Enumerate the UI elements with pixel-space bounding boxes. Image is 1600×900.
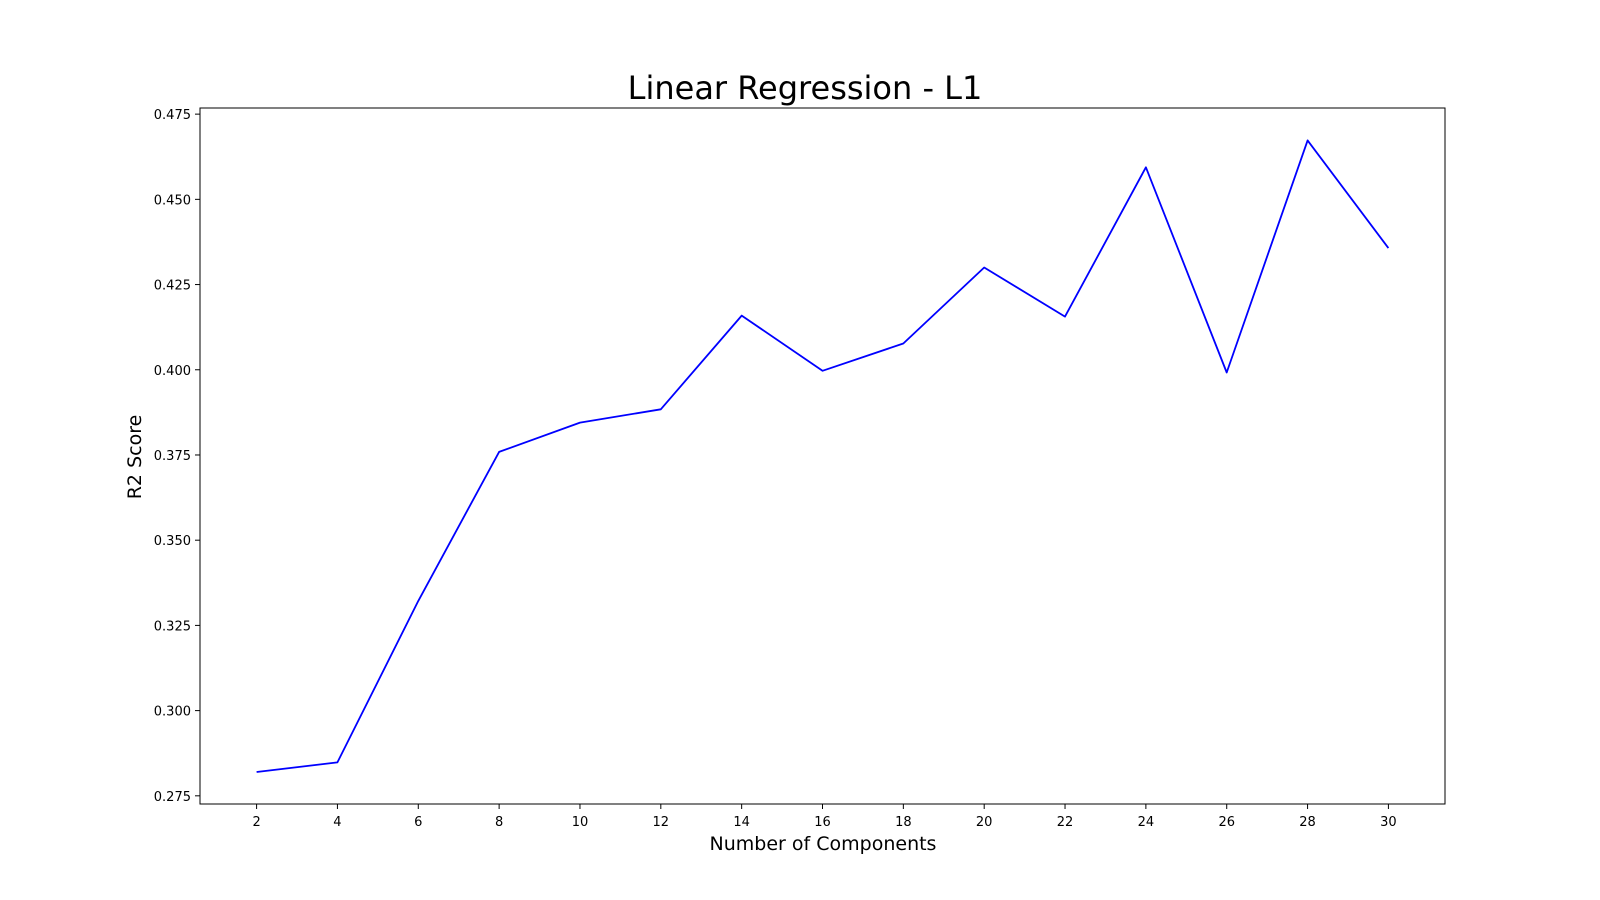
x-tick-label: 20 [976,815,993,830]
x-tick-label: 24 [1138,815,1155,830]
series-line [256,139,1390,773]
x-tick-label: 28 [1299,815,1316,830]
x-tick-label: 10 [572,815,589,830]
y-axis-ticks: 0.275 0.300 0.325 0.350 0.375 0.400 0.425 0.450… [154,108,200,805]
y-tick-label: 0.450 [154,193,191,208]
x-tick-label: 30 [1380,815,1397,830]
y-tick-label: 0.275 [154,790,191,805]
x-tick-label: 18 [895,815,912,830]
x-tick-label: 26 [1218,815,1235,830]
y-tick-label: 0.350 [154,534,191,549]
x-axis-ticks: 2 4 6 8 10 12 14 16 18 20 22 24 26 28 30 [252,804,1397,830]
y-tick-label: 0.425 [154,279,191,294]
y-tick-label: 0.300 [154,705,191,720]
x-axis-label: Number of Components [710,833,937,855]
x-tick-label: 6 [414,815,422,830]
y-tick-label: 0.400 [154,364,191,379]
x-tick-label: 16 [814,815,831,830]
x-tick-label: 4 [333,815,341,830]
y-axis-label: R2 Score [124,415,146,500]
y-tick-label: 0.475 [154,108,191,123]
chart-title: Linear Regression - L1 [628,69,983,107]
x-tick-label: 2 [252,815,260,830]
x-tick-label: 12 [653,815,670,830]
x-tick-label: 14 [733,815,750,830]
y-tick-label: 0.325 [154,619,191,634]
x-tick-label: 8 [495,815,503,830]
y-tick-label: 0.375 [154,449,191,464]
x-tick-label: 22 [1057,815,1074,830]
